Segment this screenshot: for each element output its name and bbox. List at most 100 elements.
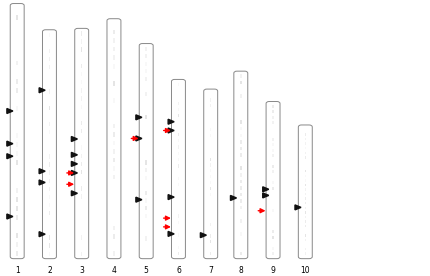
Text: 1: 1 — [15, 266, 20, 275]
Text: 6: 6 — [176, 266, 181, 275]
Bar — [304, 152, 306, 154]
Bar — [49, 243, 50, 248]
Bar — [16, 106, 18, 111]
Bar — [304, 221, 306, 223]
Polygon shape — [168, 195, 174, 200]
Polygon shape — [295, 205, 301, 210]
FancyBboxPatch shape — [204, 89, 218, 259]
Bar — [113, 234, 115, 239]
Polygon shape — [200, 233, 206, 238]
Bar — [304, 253, 306, 255]
Bar — [304, 198, 306, 200]
Bar — [145, 54, 147, 58]
Text: 9: 9 — [270, 266, 276, 275]
Bar — [49, 179, 50, 183]
Bar — [113, 175, 115, 179]
Bar — [113, 47, 115, 52]
Bar — [81, 64, 83, 68]
Bar — [49, 65, 50, 69]
Bar — [240, 193, 242, 196]
Polygon shape — [136, 197, 142, 202]
Bar — [145, 46, 147, 51]
Bar — [178, 246, 179, 249]
FancyBboxPatch shape — [43, 30, 56, 259]
Bar — [272, 116, 274, 119]
Text: 4: 4 — [111, 266, 117, 275]
Bar — [81, 72, 83, 76]
Bar — [178, 133, 179, 136]
Bar — [240, 74, 242, 78]
Polygon shape — [39, 88, 45, 93]
Bar — [49, 130, 50, 134]
Bar — [16, 160, 18, 165]
Polygon shape — [168, 119, 174, 124]
Bar — [49, 49, 50, 53]
Bar — [304, 202, 306, 205]
Polygon shape — [39, 232, 45, 237]
Bar — [113, 98, 115, 103]
Bar — [240, 199, 242, 203]
Bar — [113, 132, 115, 137]
FancyBboxPatch shape — [75, 28, 89, 259]
Bar — [145, 115, 147, 119]
Bar — [272, 230, 274, 233]
Bar — [240, 94, 242, 98]
Bar — [240, 173, 242, 177]
Bar — [240, 180, 242, 183]
Bar — [240, 186, 242, 190]
Bar — [210, 187, 212, 190]
Bar — [49, 171, 50, 175]
Polygon shape — [71, 161, 77, 166]
Bar — [49, 89, 50, 94]
Bar — [81, 80, 83, 84]
Bar — [304, 138, 306, 140]
Bar — [240, 81, 242, 84]
Polygon shape — [7, 214, 13, 219]
Bar — [272, 105, 274, 108]
Polygon shape — [7, 141, 13, 146]
Text: 10: 10 — [301, 266, 310, 275]
Bar — [49, 162, 50, 167]
Bar — [272, 252, 274, 255]
Bar — [210, 128, 212, 131]
Bar — [145, 77, 147, 81]
Bar — [145, 214, 147, 218]
Bar — [178, 252, 179, 255]
Bar — [304, 147, 306, 150]
Bar — [113, 251, 115, 256]
Bar — [304, 156, 306, 159]
Bar — [113, 30, 115, 34]
FancyBboxPatch shape — [172, 79, 185, 259]
Bar — [16, 133, 18, 138]
Bar — [16, 233, 18, 238]
Bar — [240, 140, 242, 144]
Bar — [16, 79, 18, 84]
Bar — [304, 239, 306, 241]
Bar — [178, 221, 179, 224]
Bar — [145, 206, 147, 210]
Text: 5: 5 — [144, 266, 149, 275]
Bar — [16, 242, 18, 247]
Bar — [145, 176, 147, 180]
FancyBboxPatch shape — [139, 44, 153, 259]
Polygon shape — [136, 115, 142, 120]
Bar — [178, 139, 179, 142]
Bar — [304, 225, 306, 227]
Bar — [272, 187, 274, 190]
Bar — [81, 31, 83, 36]
Bar — [16, 88, 18, 93]
Bar — [210, 163, 212, 167]
Bar — [304, 170, 306, 172]
FancyBboxPatch shape — [107, 19, 121, 259]
Polygon shape — [7, 154, 13, 159]
Bar — [304, 184, 306, 186]
Bar — [240, 153, 242, 157]
Bar — [240, 166, 242, 170]
Bar — [272, 209, 274, 211]
Bar — [81, 47, 83, 52]
Bar — [49, 235, 50, 240]
FancyBboxPatch shape — [10, 4, 24, 259]
Bar — [81, 97, 83, 101]
Bar — [145, 62, 147, 66]
Bar — [272, 171, 274, 173]
